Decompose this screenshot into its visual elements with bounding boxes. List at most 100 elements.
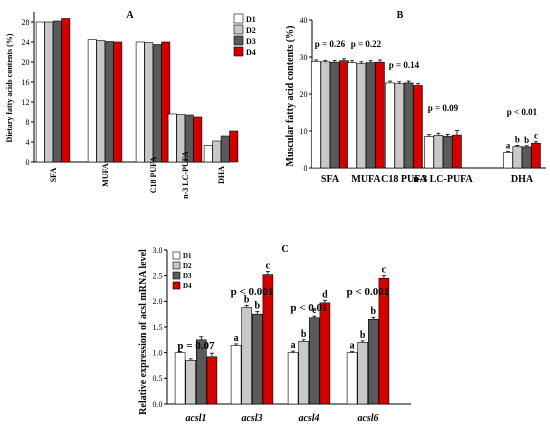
y-tick-label: 16 (22, 78, 30, 87)
p-value: p < 0.01 (290, 302, 327, 314)
bar-d1 (346, 352, 358, 405)
legend-swatch-d3 (233, 35, 244, 46)
bar-d3 (521, 146, 532, 169)
p-value: p = 0.22 (351, 39, 382, 49)
category-label: MUFA (101, 163, 110, 187)
y-tick-label: 10 (300, 127, 308, 136)
bar-d2 (356, 63, 367, 169)
bar-d2 (185, 360, 196, 405)
bar-d3 (329, 61, 340, 169)
y-tick-label: 1.0 (153, 348, 163, 357)
bar-d4 (375, 61, 385, 169)
y-tick-label: 12 (22, 98, 30, 107)
category-label: n-3 LC-PUFA (413, 174, 473, 185)
p-value: p = 0.14 (389, 60, 420, 70)
bar-d3 (152, 44, 162, 163)
category-label: SFA (321, 174, 340, 185)
bar-d2 (357, 342, 369, 405)
bar-d1 (203, 145, 213, 163)
panel-letter: A (126, 10, 134, 21)
bar-d4 (61, 18, 71, 163)
significance-letter: c (534, 131, 538, 141)
significance-letter: b (371, 306, 377, 317)
significance-letter: d (322, 289, 328, 300)
p-value: p = 0.07 (177, 340, 215, 352)
category-label: C18 PUFA (381, 174, 427, 185)
panel-letter: B (397, 10, 404, 21)
legend-swatch-d1 (172, 251, 181, 260)
significance-letter: b (360, 330, 366, 341)
y-axis-label: Dietary fatty acids contents (%) (5, 33, 14, 142)
legend-label: D4 (183, 282, 192, 290)
bar-d1 (35, 21, 45, 163)
significance-letter: b (301, 329, 307, 340)
significance-letter: a (506, 140, 511, 150)
y-tick-label: 20 (22, 58, 30, 67)
bar-d3 (403, 82, 414, 169)
bar-d1 (135, 41, 145, 163)
bar-d1 (385, 82, 395, 169)
bar-d1 (87, 39, 97, 163)
legend-label: D3 (246, 37, 256, 46)
bar-d2 (394, 83, 405, 169)
bar-d4 (319, 302, 331, 405)
category-label: acsl1 (185, 413, 206, 424)
y-tick-label: 0 (26, 158, 30, 167)
category-label: acsl6 (357, 413, 378, 424)
y-tick-label: 28 (22, 18, 30, 27)
panel-letter: C (281, 244, 288, 255)
bar-d3 (252, 313, 263, 405)
bar-d4 (113, 41, 123, 163)
significance-letter: c (382, 265, 387, 276)
bar-d2 (212, 140, 222, 163)
bar-d2 (298, 341, 310, 405)
significance-letter: b (515, 134, 520, 144)
p-value: p < 0.01 (507, 107, 538, 117)
p-value: p = 0.26 (315, 39, 346, 49)
legend-swatch-d1 (233, 13, 244, 24)
category-label: DHA (217, 166, 226, 184)
category-label: acsl3 (241, 413, 262, 424)
bar-d3 (220, 135, 230, 163)
legend-swatch-d2 (172, 261, 181, 270)
significance-letter: a (234, 333, 239, 344)
bar-d1 (287, 352, 299, 405)
p-value: p < 0.001 (347, 286, 390, 298)
y-tick-label: 0.0 (153, 400, 163, 409)
y-tick-label: 0.5 (153, 374, 163, 383)
significance-letter: b (244, 294, 250, 305)
legend-swatch-d4 (233, 46, 244, 57)
bar-d1 (230, 345, 242, 405)
category-label: C18 PUFA (149, 157, 158, 194)
significance-letter: b (524, 135, 529, 145)
bar-d2 (44, 21, 54, 163)
y-tick-label: 30 (300, 53, 308, 62)
bar-d3 (367, 318, 379, 405)
bar-d3 (442, 135, 453, 169)
y-axis-label: Relative expression of acsl mRNA level (138, 249, 149, 415)
significance-letter: c (312, 305, 317, 316)
bar-d4 (193, 116, 203, 163)
bar-d3 (52, 20, 62, 163)
legend-label: D1 (183, 252, 192, 260)
bar-d1 (174, 352, 186, 405)
bar-d1 (424, 136, 434, 169)
bar-d2 (320, 61, 331, 169)
y-tick-label: 20 (300, 90, 308, 99)
y-tick-label: 3.0 (153, 246, 163, 255)
y-axis-label: Muscular fatty acid contents (%) (285, 26, 296, 167)
y-tick-label: 2.0 (153, 297, 163, 306)
legend-swatch-d4 (172, 281, 181, 290)
bar-d1 (503, 152, 513, 169)
y-tick-label: 2.5 (153, 271, 163, 280)
legend-label: D4 (246, 48, 256, 57)
bar-d2 (433, 135, 444, 169)
bar-d4 (206, 356, 218, 405)
legend-swatch-d2 (233, 24, 244, 35)
category-label: SFA (49, 168, 58, 183)
bar-d1 (167, 113, 177, 163)
bar-d3 (104, 41, 114, 163)
y-tick-label: 1.5 (153, 323, 163, 332)
p-value: p = 0.09 (428, 103, 459, 113)
